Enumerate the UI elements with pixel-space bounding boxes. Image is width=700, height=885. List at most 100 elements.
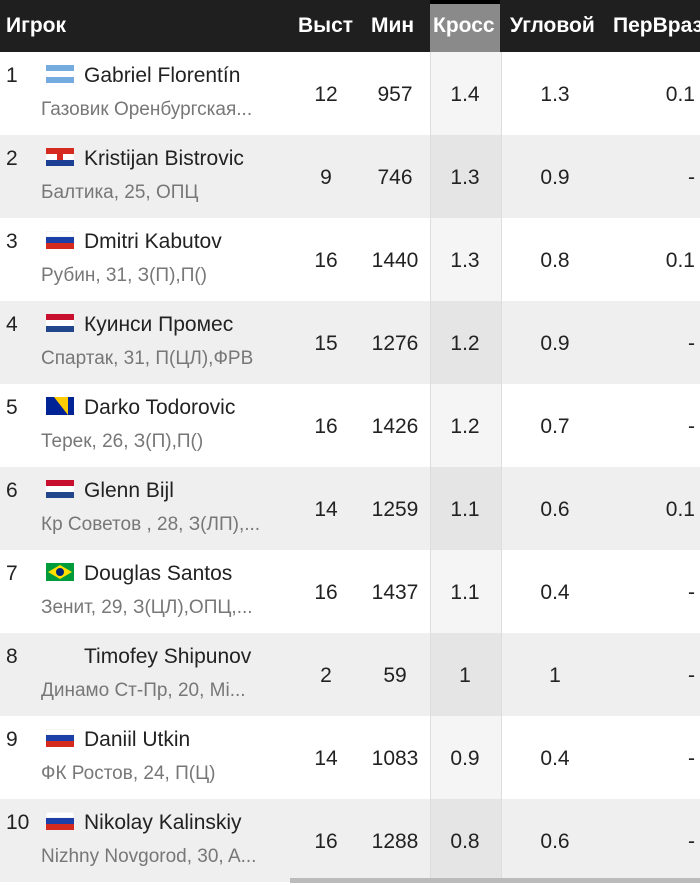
header-corner[interactable]: Угловой — [510, 14, 595, 37]
rank: 2 — [6, 147, 18, 170]
table-row[interactable]: 10 Nikolay Kalinskiy Nizhny Novgorod, 30… — [0, 799, 700, 882]
apps-value: 16 — [314, 249, 338, 272]
mins-value: 1426 — [371, 415, 419, 438]
player-club-info: Зенит, 29, З(ЦЛ),ОПЦ,... — [41, 597, 253, 618]
freekick-value: 0.1 — [665, 83, 695, 106]
mins-value: 957 — [377, 83, 413, 106]
player-name[interactable]: Douglas Santos — [84, 562, 233, 585]
apps-value: 16 — [314, 830, 338, 853]
sorted-column-cell-bg — [430, 633, 502, 716]
flag-russia-icon — [46, 812, 74, 830]
apps-value: 16 — [314, 581, 338, 604]
apps-value: 15 — [314, 332, 338, 355]
apps-value: 14 — [314, 498, 338, 521]
freekick-value: - — [688, 830, 695, 853]
sorted-column-cell-bg — [430, 799, 502, 882]
corner-value: 0.9 — [540, 166, 570, 189]
corner-value: 0.9 — [540, 332, 570, 355]
freekick-value: 0.1 — [665, 249, 695, 272]
mins-value: 746 — [377, 166, 413, 189]
rank: 1 — [6, 64, 18, 87]
horizontal-scrollbar[interactable] — [290, 878, 700, 883]
mins-value: 1288 — [371, 830, 419, 853]
sorted-column-cell-bg — [430, 550, 502, 633]
cross-value: 1.2 — [450, 415, 480, 438]
mins-value: 1259 — [371, 498, 419, 521]
table-row[interactable]: 9 Daniil Utkin ФК Ростов, 24, П(Ц) 14 10… — [0, 716, 700, 799]
corner-value: 0.4 — [540, 581, 570, 604]
header-mins[interactable]: Мин — [371, 14, 415, 37]
mins-value: 1440 — [371, 249, 419, 272]
cross-value: 1.2 — [450, 332, 480, 355]
player-club-info: Кр Советов , 28, З(ЛП),... — [41, 514, 261, 535]
player-name[interactable]: Kristijan Bistrovic — [84, 147, 244, 170]
freekick-value: - — [688, 581, 695, 604]
corner-value: 0.6 — [540, 498, 570, 521]
freekick-value: 0.1 — [665, 498, 695, 521]
sorted-column-cell-bg — [430, 218, 502, 301]
sorted-column-cell-bg — [430, 716, 502, 799]
cross-value: 1.1 — [450, 498, 480, 521]
table-row[interactable]: 7 Douglas Santos Зенит, 29, З(ЦЛ),ОПЦ,..… — [0, 550, 700, 633]
table-row[interactable]: 5 Darko Todorovic Терек, 26, З(П),П() 16… — [0, 384, 700, 467]
flag-netherlands-icon — [46, 314, 74, 332]
player-name[interactable]: Nikolay Kalinskiy — [84, 811, 242, 834]
flag-brazil-icon — [46, 563, 74, 581]
sorted-column-cell-bg — [430, 52, 502, 135]
player-club-info: Динамо Ст-Пр, 20, Mi... — [41, 680, 246, 701]
corner-value: 0.4 — [540, 747, 570, 770]
sorted-column-highlight — [430, 0, 500, 52]
apps-value: 9 — [320, 166, 332, 189]
mins-value: 59 — [383, 664, 407, 687]
sorted-column-cell-bg — [430, 384, 502, 467]
cross-value: 1 — [459, 664, 471, 687]
cross-value: 1.3 — [450, 249, 480, 272]
corner-value: 0.8 — [540, 249, 570, 272]
player-name[interactable]: Daniil Utkin — [84, 728, 191, 751]
freekick-value: - — [688, 664, 695, 687]
apps-value: 2 — [320, 664, 332, 687]
cross-value: 1.3 — [450, 166, 480, 189]
rank: 9 — [6, 728, 18, 751]
freekick-value: - — [688, 166, 695, 189]
player-name[interactable]: Gabriel Florentín — [84, 64, 241, 87]
sorted-column-cell-bg — [430, 467, 502, 550]
table-row[interactable]: 6 Glenn Bijl Кр Советов , 28, З(ЛП),... … — [0, 467, 700, 550]
rank: 3 — [6, 230, 18, 253]
apps-value: 14 — [314, 747, 338, 770]
flag-russia-icon — [46, 729, 74, 747]
cross-value: 0.9 — [450, 747, 480, 770]
player-name[interactable]: Dmitri Kabutov — [84, 230, 222, 253]
mins-value: 1276 — [371, 332, 419, 355]
table-row[interactable]: 2 Kristijan Bistrovic Балтика, 25, ОПЦ 9… — [0, 135, 700, 218]
header-player[interactable]: Игрок — [6, 14, 67, 37]
player-club-info: Терек, 26, З(П),П() — [41, 431, 204, 452]
player-name[interactable]: Glenn Bijl — [84, 479, 174, 502]
player-name[interactable]: Darko Todorovic — [84, 396, 236, 419]
cross-value: 1.4 — [450, 83, 480, 106]
cross-value: 1.1 — [450, 581, 480, 604]
table-row[interactable]: 3 Dmitri Kabutov Рубин, 31, З(П),П() 16 … — [0, 218, 700, 301]
freekick-value: - — [688, 332, 695, 355]
header-freekick[interactable]: ПерВраз — [613, 14, 700, 37]
apps-value: 12 — [314, 83, 338, 106]
player-name[interactable]: Куинси Промес — [84, 313, 234, 336]
sorted-column-cell-bg — [430, 135, 502, 218]
freekick-value: - — [688, 747, 695, 770]
table-row[interactable]: 4 Куинси Промес Спартак, 31, П(ЦЛ),ФРВ 1… — [0, 301, 700, 384]
player-club-info: Рубин, 31, З(П),П() — [41, 265, 207, 286]
player-name[interactable]: Timofey Shipunov — [84, 645, 252, 668]
rank: 4 — [6, 313, 18, 336]
flag-bosnia-icon — [46, 397, 74, 415]
apps-value: 16 — [314, 415, 338, 438]
player-club-info: Газовик Оренбургская... — [41, 99, 253, 120]
header-cross[interactable]: Кросс — [433, 14, 495, 37]
sorted-column-cell-bg — [430, 301, 502, 384]
cross-value: 0.8 — [450, 830, 480, 853]
header-apps[interactable]: Выст — [298, 14, 354, 37]
table-row[interactable]: 8 Timofey Shipunov Динамо Ст-Пр, 20, Mi.… — [0, 633, 700, 716]
mins-value: 1083 — [371, 747, 419, 770]
corner-value: 0.6 — [540, 830, 570, 853]
table-row[interactable]: 1 Gabriel Florentín Газовик Оренбургская… — [0, 52, 700, 135]
mins-value: 1437 — [371, 581, 419, 604]
